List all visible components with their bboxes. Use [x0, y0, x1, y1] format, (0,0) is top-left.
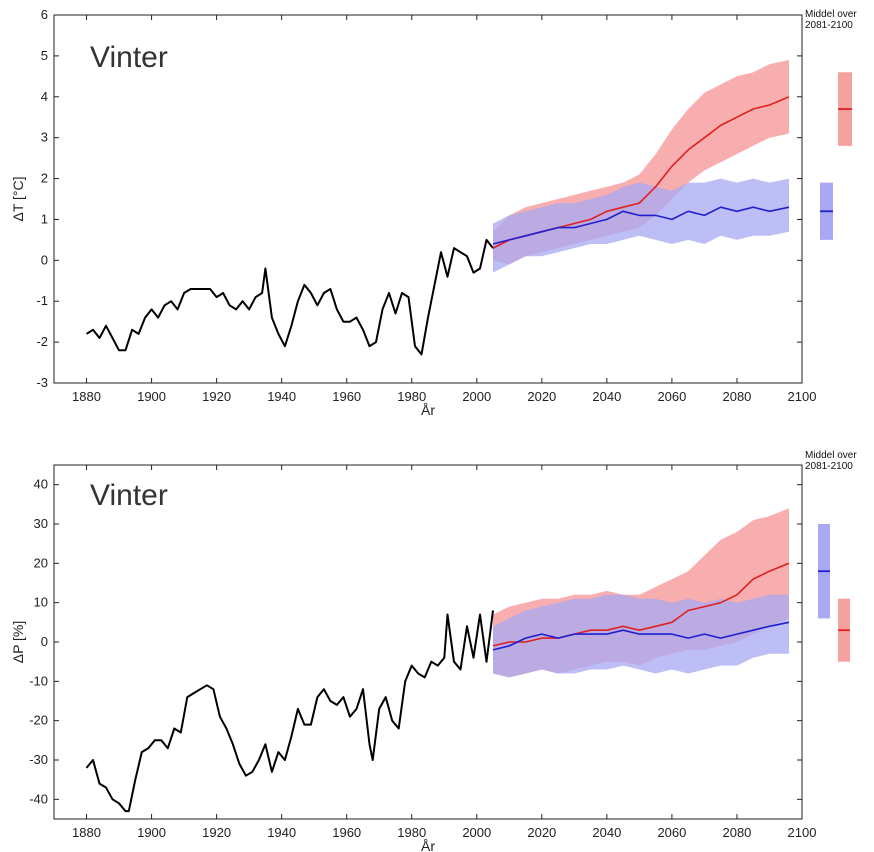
- x-axis-label: År: [421, 402, 435, 418]
- x-tick-label: 1980: [397, 389, 426, 404]
- x-tick-label: 1880: [72, 389, 101, 404]
- y-tick-label: -10: [29, 673, 48, 688]
- x-tick-label: 1980: [397, 825, 426, 840]
- y-tick-label: 30: [34, 516, 48, 531]
- y-tick-label: -40: [29, 791, 48, 806]
- y-tick-label: -1: [36, 293, 48, 308]
- y-tick-label: 3: [41, 130, 48, 145]
- x-tick-label: 1960: [332, 389, 361, 404]
- x-tick-label: 2080: [722, 389, 751, 404]
- x-tick-label: 2100: [788, 389, 817, 404]
- x-tick-label: 1940: [267, 825, 296, 840]
- series-line-1: [85, 610, 494, 813]
- x-tick-label: 2000: [462, 825, 491, 840]
- x-tick-label: 2040: [592, 389, 621, 404]
- period-note: Middel over: [805, 9, 857, 20]
- y-tick-label: -20: [29, 713, 48, 728]
- y-tick-label: 0: [41, 252, 48, 267]
- x-tick-label: 1960: [332, 825, 361, 840]
- series-line-1: [85, 238, 494, 356]
- x-tick-label: 2020: [527, 825, 556, 840]
- chart-title: Vinter: [90, 479, 168, 512]
- series-line-2: [492, 562, 790, 647]
- period-note: Middel over: [805, 450, 857, 461]
- spread-band-2: [493, 178, 789, 273]
- x-tick-label: 1940: [267, 389, 296, 404]
- x-tick-label: 2100: [788, 825, 817, 840]
- y-tick-label: 0: [41, 634, 48, 649]
- y-tick-label: -3: [36, 375, 48, 390]
- y-tick-label: -2: [36, 334, 48, 349]
- y-axis-label: ΔT [°C]: [10, 176, 26, 221]
- x-tick-label: 2080: [722, 825, 751, 840]
- x-tick-label: 2040: [592, 825, 621, 840]
- y-tick-label: 1: [41, 211, 48, 226]
- x-tick-label: 1920: [202, 825, 231, 840]
- x-tick-label: 2060: [657, 389, 686, 404]
- x-tick-label: 2060: [657, 825, 686, 840]
- x-tick-label: 1880: [72, 825, 101, 840]
- chart-panel-2: 1880 1900 1920 1940 1960 1980 2000 2020 2040 2060…: [10, 450, 857, 852]
- chart-panel-1: 1880 1900 1920 1940 1960 1980 2000 2020 2040 2060…: [10, 7, 857, 418]
- x-tick-label: 2020: [527, 389, 556, 404]
- y-tick-label: 20: [34, 555, 48, 570]
- x-tick-label: 2000: [462, 389, 491, 404]
- x-tick-label: 1900: [137, 825, 166, 840]
- period-note: 2081-2100: [805, 20, 853, 31]
- period-note: 2081-2100: [805, 461, 853, 472]
- x-axis-label: År: [421, 838, 435, 852]
- spread-band-2: [493, 594, 789, 678]
- y-tick-label: 4: [41, 89, 48, 104]
- y-tick-label: 6: [41, 7, 48, 22]
- y-tick-label: 2: [41, 171, 48, 186]
- series-line-3: [492, 621, 790, 651]
- y-tick-label: -30: [29, 752, 48, 767]
- y-tick-label: 10: [34, 595, 48, 610]
- x-tick-label: 1900: [137, 389, 166, 404]
- x-tick-label: 1920: [202, 389, 231, 404]
- plot-frame: [53, 14, 803, 384]
- y-tick-label: 40: [34, 477, 48, 492]
- y-tick-label: 5: [41, 48, 48, 63]
- y-axis-label: ΔP [%]: [10, 621, 26, 664]
- series-line-3: [492, 206, 790, 245]
- chart-title: Vinter: [90, 41, 168, 74]
